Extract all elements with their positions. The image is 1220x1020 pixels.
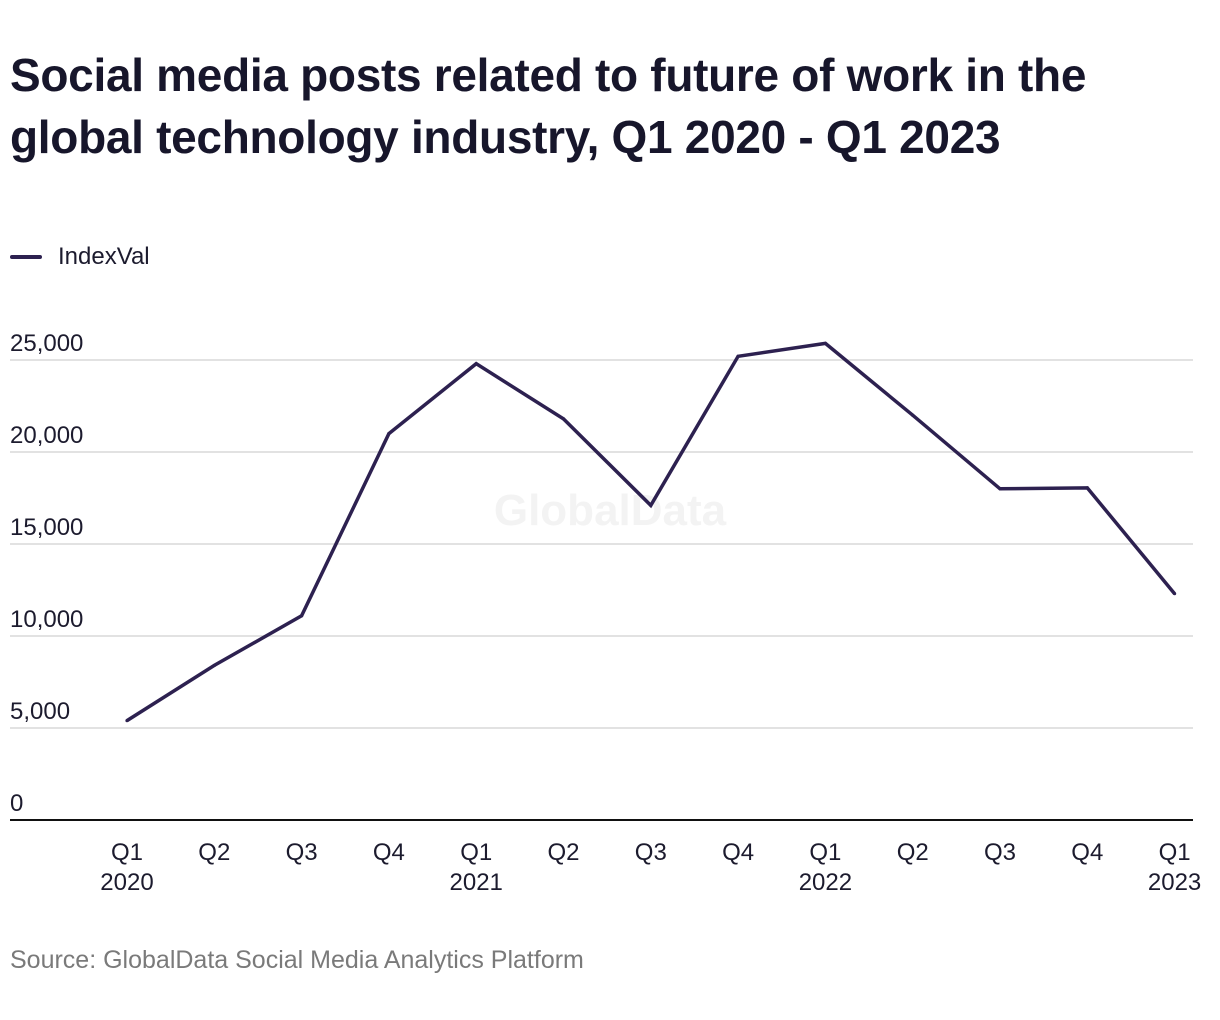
y-tick-label: 15,000 <box>10 514 83 541</box>
x-tick-year-label: 2023 <box>1148 869 1201 896</box>
x-tick-label: Q1 <box>809 839 841 866</box>
legend: IndexVal <box>10 243 150 271</box>
data-point <box>911 413 915 417</box>
data-point <box>649 503 653 507</box>
x-tick-label: Q2 <box>547 839 579 866</box>
data-point <box>474 362 478 366</box>
x-tick-label: Q3 <box>984 839 1016 866</box>
data-point <box>561 417 566 421</box>
x-tick-year-label: 2021 <box>450 869 503 896</box>
data-point <box>1173 592 1177 596</box>
x-tick-label: Q3 <box>286 839 318 866</box>
y-tick-label: 20,000 <box>10 422 83 449</box>
x-tick-label: Q4 <box>373 839 405 866</box>
chart-title: Social media posts related to future of … <box>10 49 1087 163</box>
x-tick-label: Q2 <box>198 839 230 866</box>
line-chart: GlobalData 0 5,000 10,000 15,000 20,000 25,000… <box>10 330 1201 896</box>
data-point <box>823 341 828 346</box>
data-point <box>1085 486 1089 490</box>
data-point <box>212 663 216 668</box>
data-point <box>387 432 391 436</box>
data-point <box>300 614 304 618</box>
x-tick-label: Q4 <box>722 839 754 866</box>
data-point <box>125 719 129 723</box>
y-tick-label: 5,000 <box>10 698 70 725</box>
x-tick-year-label: 2022 <box>799 869 852 896</box>
y-tick-label: 0 <box>10 790 23 817</box>
x-tick-label: Q1 <box>1159 839 1191 866</box>
x-tick-label: Q4 <box>1071 839 1103 866</box>
x-tick-label: Q1 <box>111 839 143 866</box>
legend-label-indexval: IndexVal <box>58 243 150 270</box>
x-tick-year-label: 2020 <box>100 869 153 896</box>
y-tick-label: 10,000 <box>10 606 83 633</box>
x-tick-label: Q2 <box>897 839 929 866</box>
data-point <box>736 354 740 358</box>
watermark: GlobalData <box>494 486 727 535</box>
legend-swatch <box>10 255 42 259</box>
x-tick-label: Q3 <box>635 839 667 866</box>
source-note: Source: GlobalData Social Media Analytic… <box>10 946 584 974</box>
y-tick-label: 25,000 <box>10 330 83 357</box>
data-point <box>998 487 1002 491</box>
x-tick-label: Q1 <box>460 839 492 866</box>
